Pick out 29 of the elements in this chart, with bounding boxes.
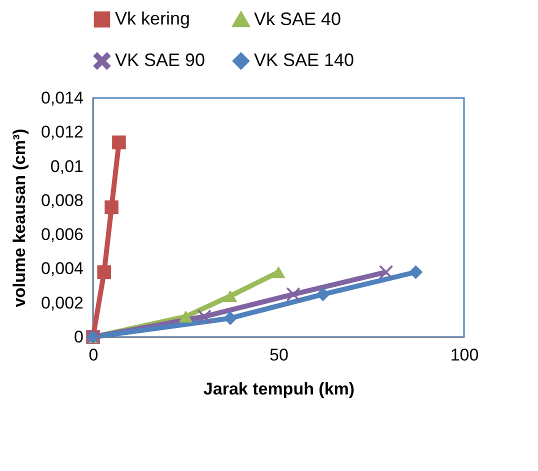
y-tick-label: 0,012 — [40, 122, 84, 142]
x-tick-label: 50 — [270, 346, 288, 364]
point — [97, 265, 112, 280]
point — [272, 266, 286, 278]
x-axis-title: Jarak tempuh (km) — [203, 380, 355, 398]
y-tick-label: 0,004 — [40, 259, 84, 278]
legend-label: VK SAE 90 — [115, 50, 206, 70]
y-tick-label: 0,002 — [40, 293, 84, 312]
point — [178, 310, 193, 322]
legend-label: Vk SAE 40 — [254, 8, 342, 29]
point — [223, 290, 238, 302]
point — [197, 310, 212, 324]
y-tick-label: 0,006 — [40, 225, 84, 244]
x-tick-label: 0 — [88, 346, 98, 364]
legend-label: VK SAE 140 — [254, 50, 354, 70]
y-tick-label: 0,01 — [50, 156, 84, 176]
point — [316, 287, 330, 302]
legend-label: Vk kering — [115, 8, 190, 28]
point — [112, 135, 126, 150]
y-tick-label: 0 — [74, 328, 84, 346]
x-tick-label: 100 — [450, 346, 479, 364]
y-axis-title: volume keausan (cm³) — [10, 128, 29, 308]
point — [223, 311, 238, 326]
y-tick-label: 0,008 — [40, 190, 84, 210]
point — [286, 287, 300, 302]
point — [104, 200, 118, 214]
point — [379, 265, 393, 280]
point — [408, 265, 423, 280]
y-tick-label: 0,014 — [40, 88, 84, 108]
